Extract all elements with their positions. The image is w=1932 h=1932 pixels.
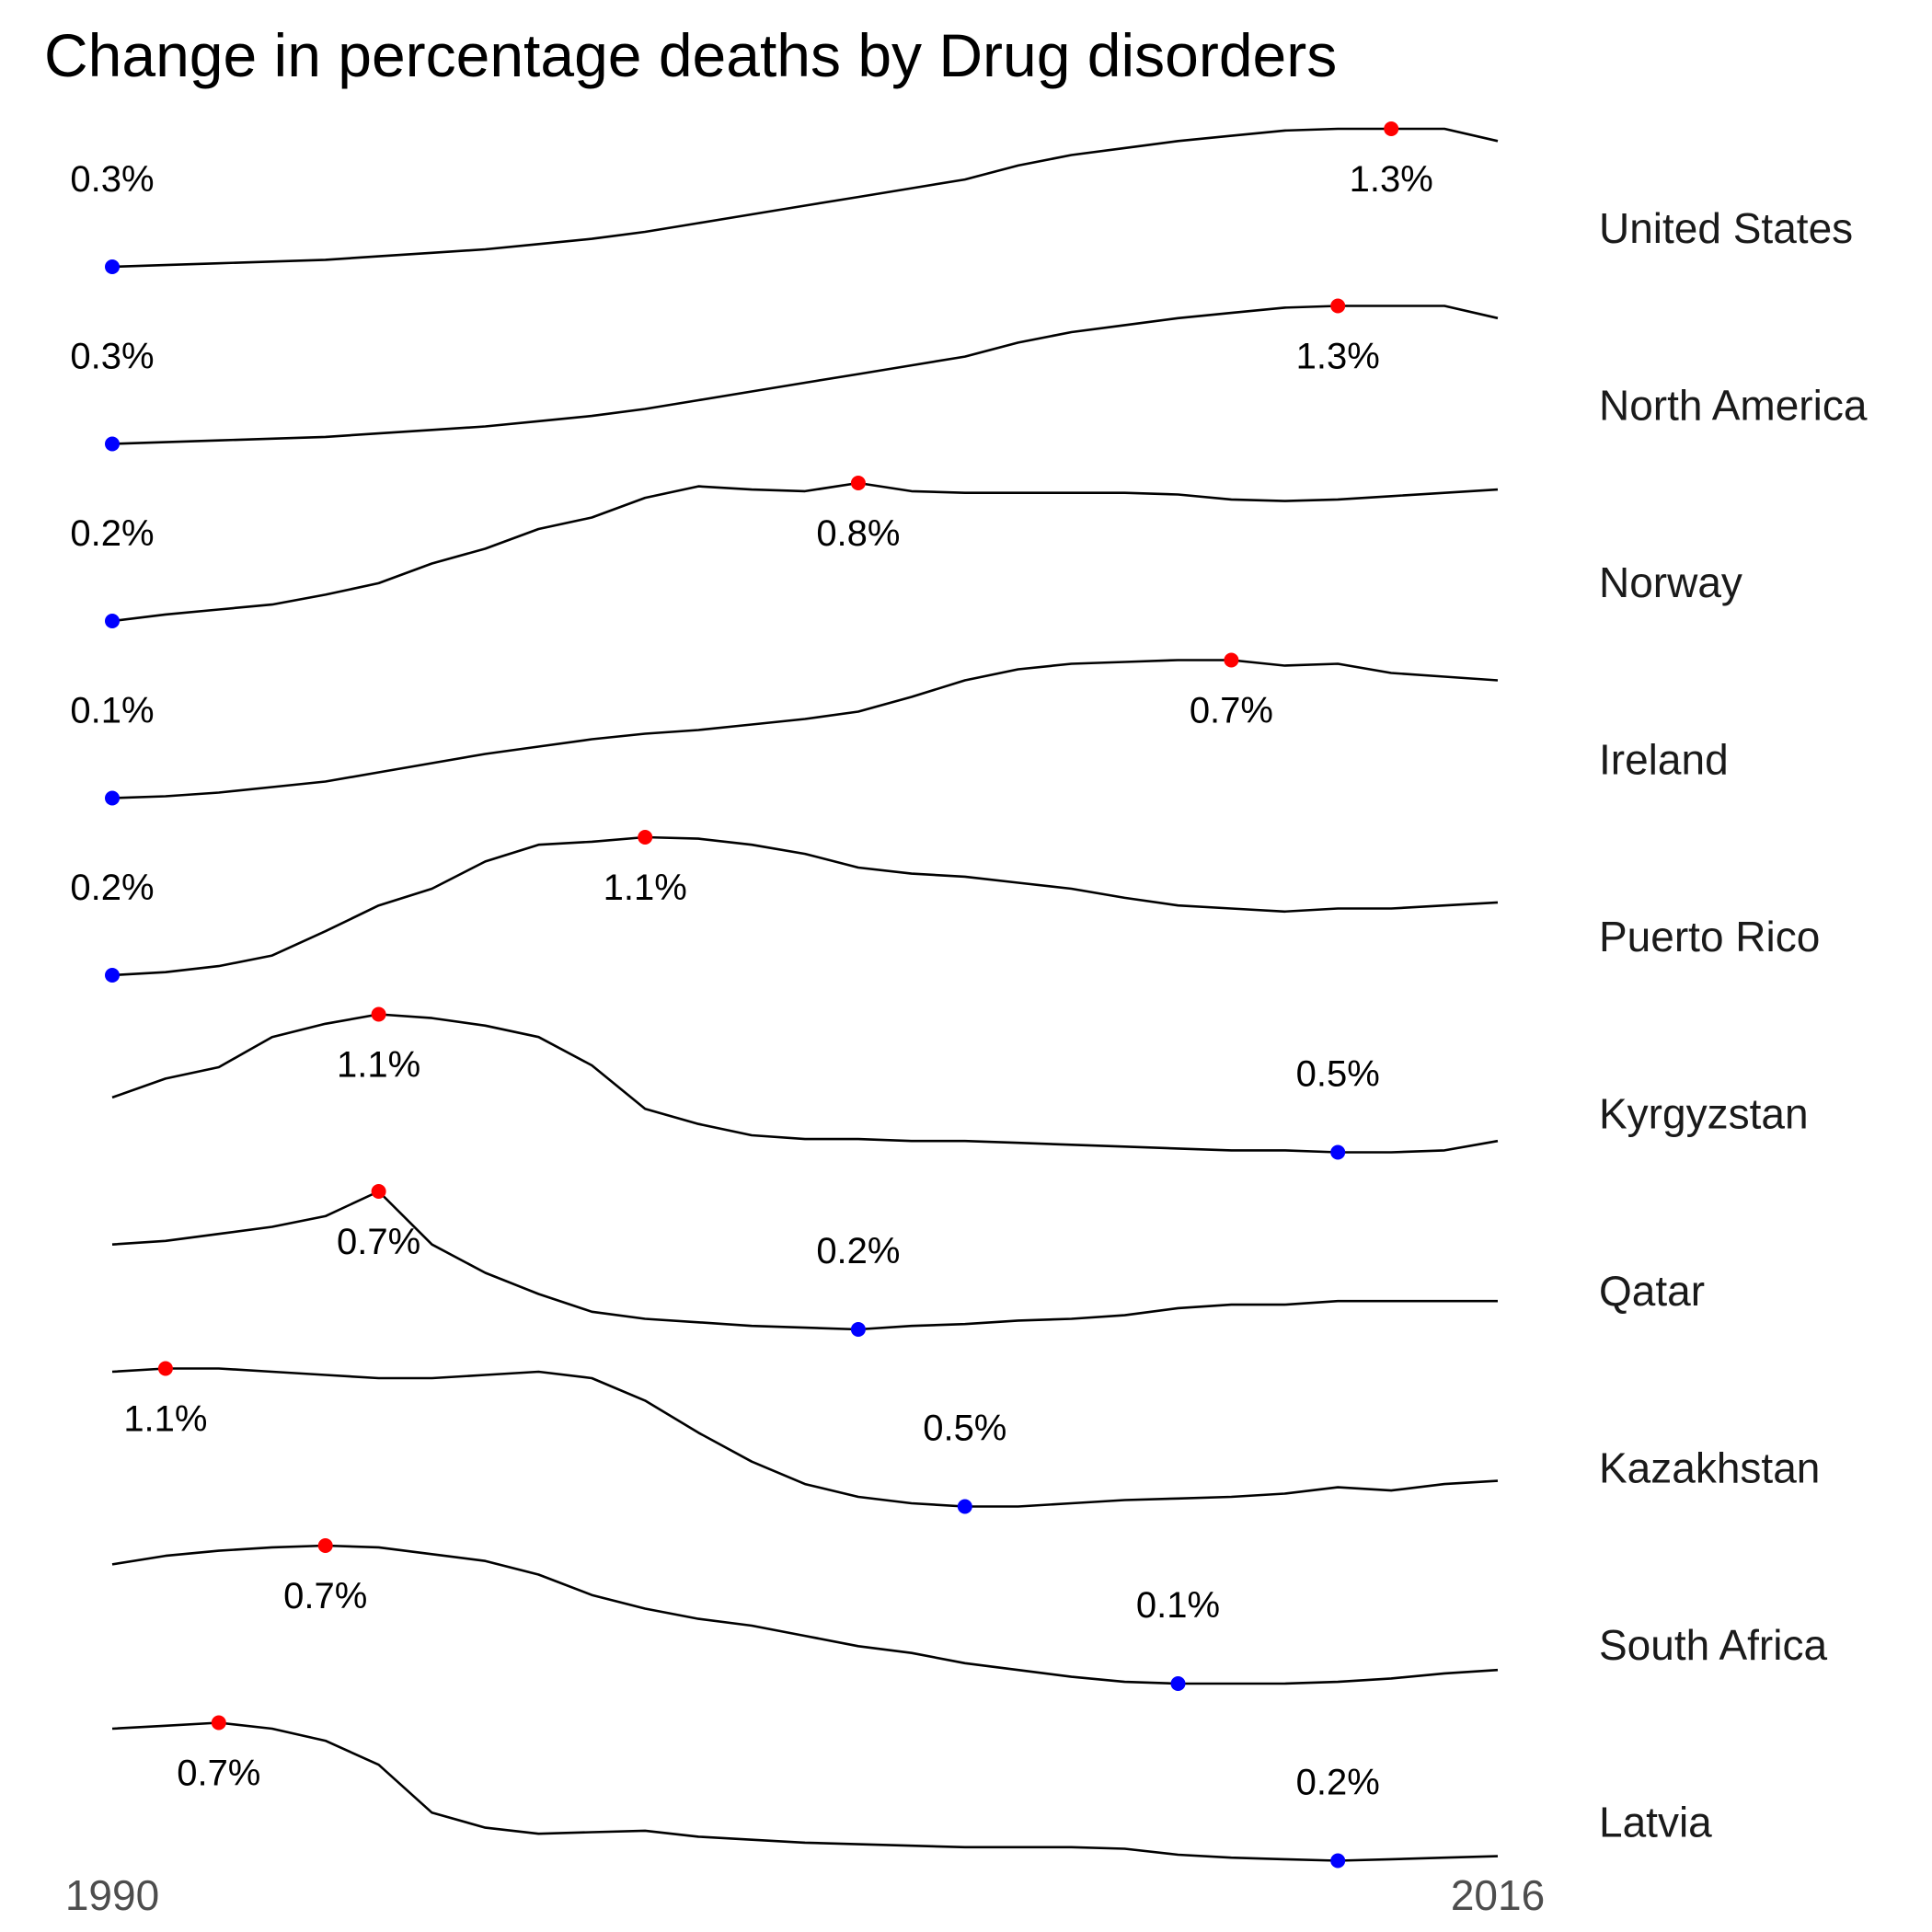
series-label-kyrgyzstan: Kyrgyzstan (1599, 1090, 1809, 1138)
max-point-norway (850, 476, 866, 490)
series-line-norway (111, 481, 1499, 623)
max-point-qatar (371, 1184, 386, 1199)
min-point-norway (105, 614, 120, 628)
series-line-kazakhstan (111, 1367, 1499, 1508)
max-label-latvia: 0.7% (177, 1754, 260, 1794)
x-axis-start-label: 1990 (65, 1871, 159, 1919)
max-point-north-america (1330, 298, 1346, 314)
max-point-united-states (1384, 121, 1399, 136)
series-label-south-africa: South Africa (1599, 1621, 1827, 1669)
series-label-ireland: Ireland (1599, 736, 1729, 784)
series-label-qatar: Qatar (1599, 1267, 1705, 1315)
min-point-qatar (850, 1322, 866, 1337)
min-label-qatar: 0.2% (816, 1231, 900, 1271)
min-label-latvia: 0.2% (1296, 1763, 1380, 1803)
x-axis-end-label: 2016 (1451, 1871, 1545, 1919)
series-label-norway: Norway (1599, 558, 1742, 606)
chart-title: Change in percentage deaths by Drug diso… (44, 21, 1338, 89)
series-line-united-states (111, 127, 1499, 269)
min-label-ireland: 0.1% (70, 691, 154, 731)
max-point-kyrgyzstan (371, 1006, 386, 1022)
max-label-north-america: 1.3% (1296, 337, 1380, 377)
series-label-kazakhstan: Kazakhstan (1599, 1444, 1820, 1492)
min-point-ireland (105, 790, 120, 806)
series-line-ireland (111, 659, 1499, 799)
min-label-norway: 0.2% (70, 513, 154, 554)
max-point-latvia (211, 1715, 226, 1731)
max-point-puerto-rico (638, 830, 653, 845)
max-label-kyrgyzstan: 1.1% (337, 1045, 420, 1086)
min-label-united-states: 0.3% (70, 159, 154, 200)
series-line-kyrgyzstan (111, 1013, 1499, 1154)
series-line-qatar (111, 1190, 1498, 1331)
max-label-south-africa: 0.7% (283, 1576, 367, 1616)
series-label-united-states: United States (1599, 204, 1853, 252)
max-label-united-states: 1.3% (1350, 159, 1433, 200)
min-point-south-africa (1170, 1676, 1186, 1691)
max-label-puerto-rico: 1.1% (604, 868, 687, 908)
min-point-north-america (105, 436, 120, 452)
series-label-north-america: North America (1599, 382, 1868, 430)
min-point-puerto-rico (105, 968, 120, 983)
min-point-united-states (105, 259, 120, 274)
max-label-kazakhstan: 1.1% (123, 1399, 207, 1440)
min-label-kazakhstan: 0.5% (923, 1409, 1006, 1449)
max-point-kazakhstan (157, 1361, 173, 1376)
max-point-south-africa (317, 1538, 333, 1553)
max-label-ireland: 0.7% (1190, 691, 1273, 731)
min-label-kyrgyzstan: 0.5% (1296, 1054, 1380, 1095)
series-line-north-america (111, 305, 1499, 445)
min-label-north-america: 0.3% (70, 337, 154, 377)
series-line-south-africa (111, 1544, 1499, 1685)
max-label-norway: 0.8% (816, 513, 900, 554)
series-line-puerto-rico (111, 835, 1499, 977)
min-label-south-africa: 0.1% (1136, 1585, 1220, 1626)
min-point-kyrgyzstan (1330, 1144, 1346, 1160)
min-point-kazakhstan (957, 1499, 972, 1514)
min-point-latvia (1330, 1853, 1346, 1869)
series-line-latvia (111, 1721, 1499, 1862)
min-label-puerto-rico: 0.2% (70, 868, 154, 908)
max-point-ireland (1224, 652, 1239, 668)
series-label-latvia: Latvia (1599, 1799, 1712, 1846)
series-label-puerto-rico: Puerto Rico (1599, 913, 1820, 960)
max-label-qatar: 0.7% (337, 1222, 420, 1262)
